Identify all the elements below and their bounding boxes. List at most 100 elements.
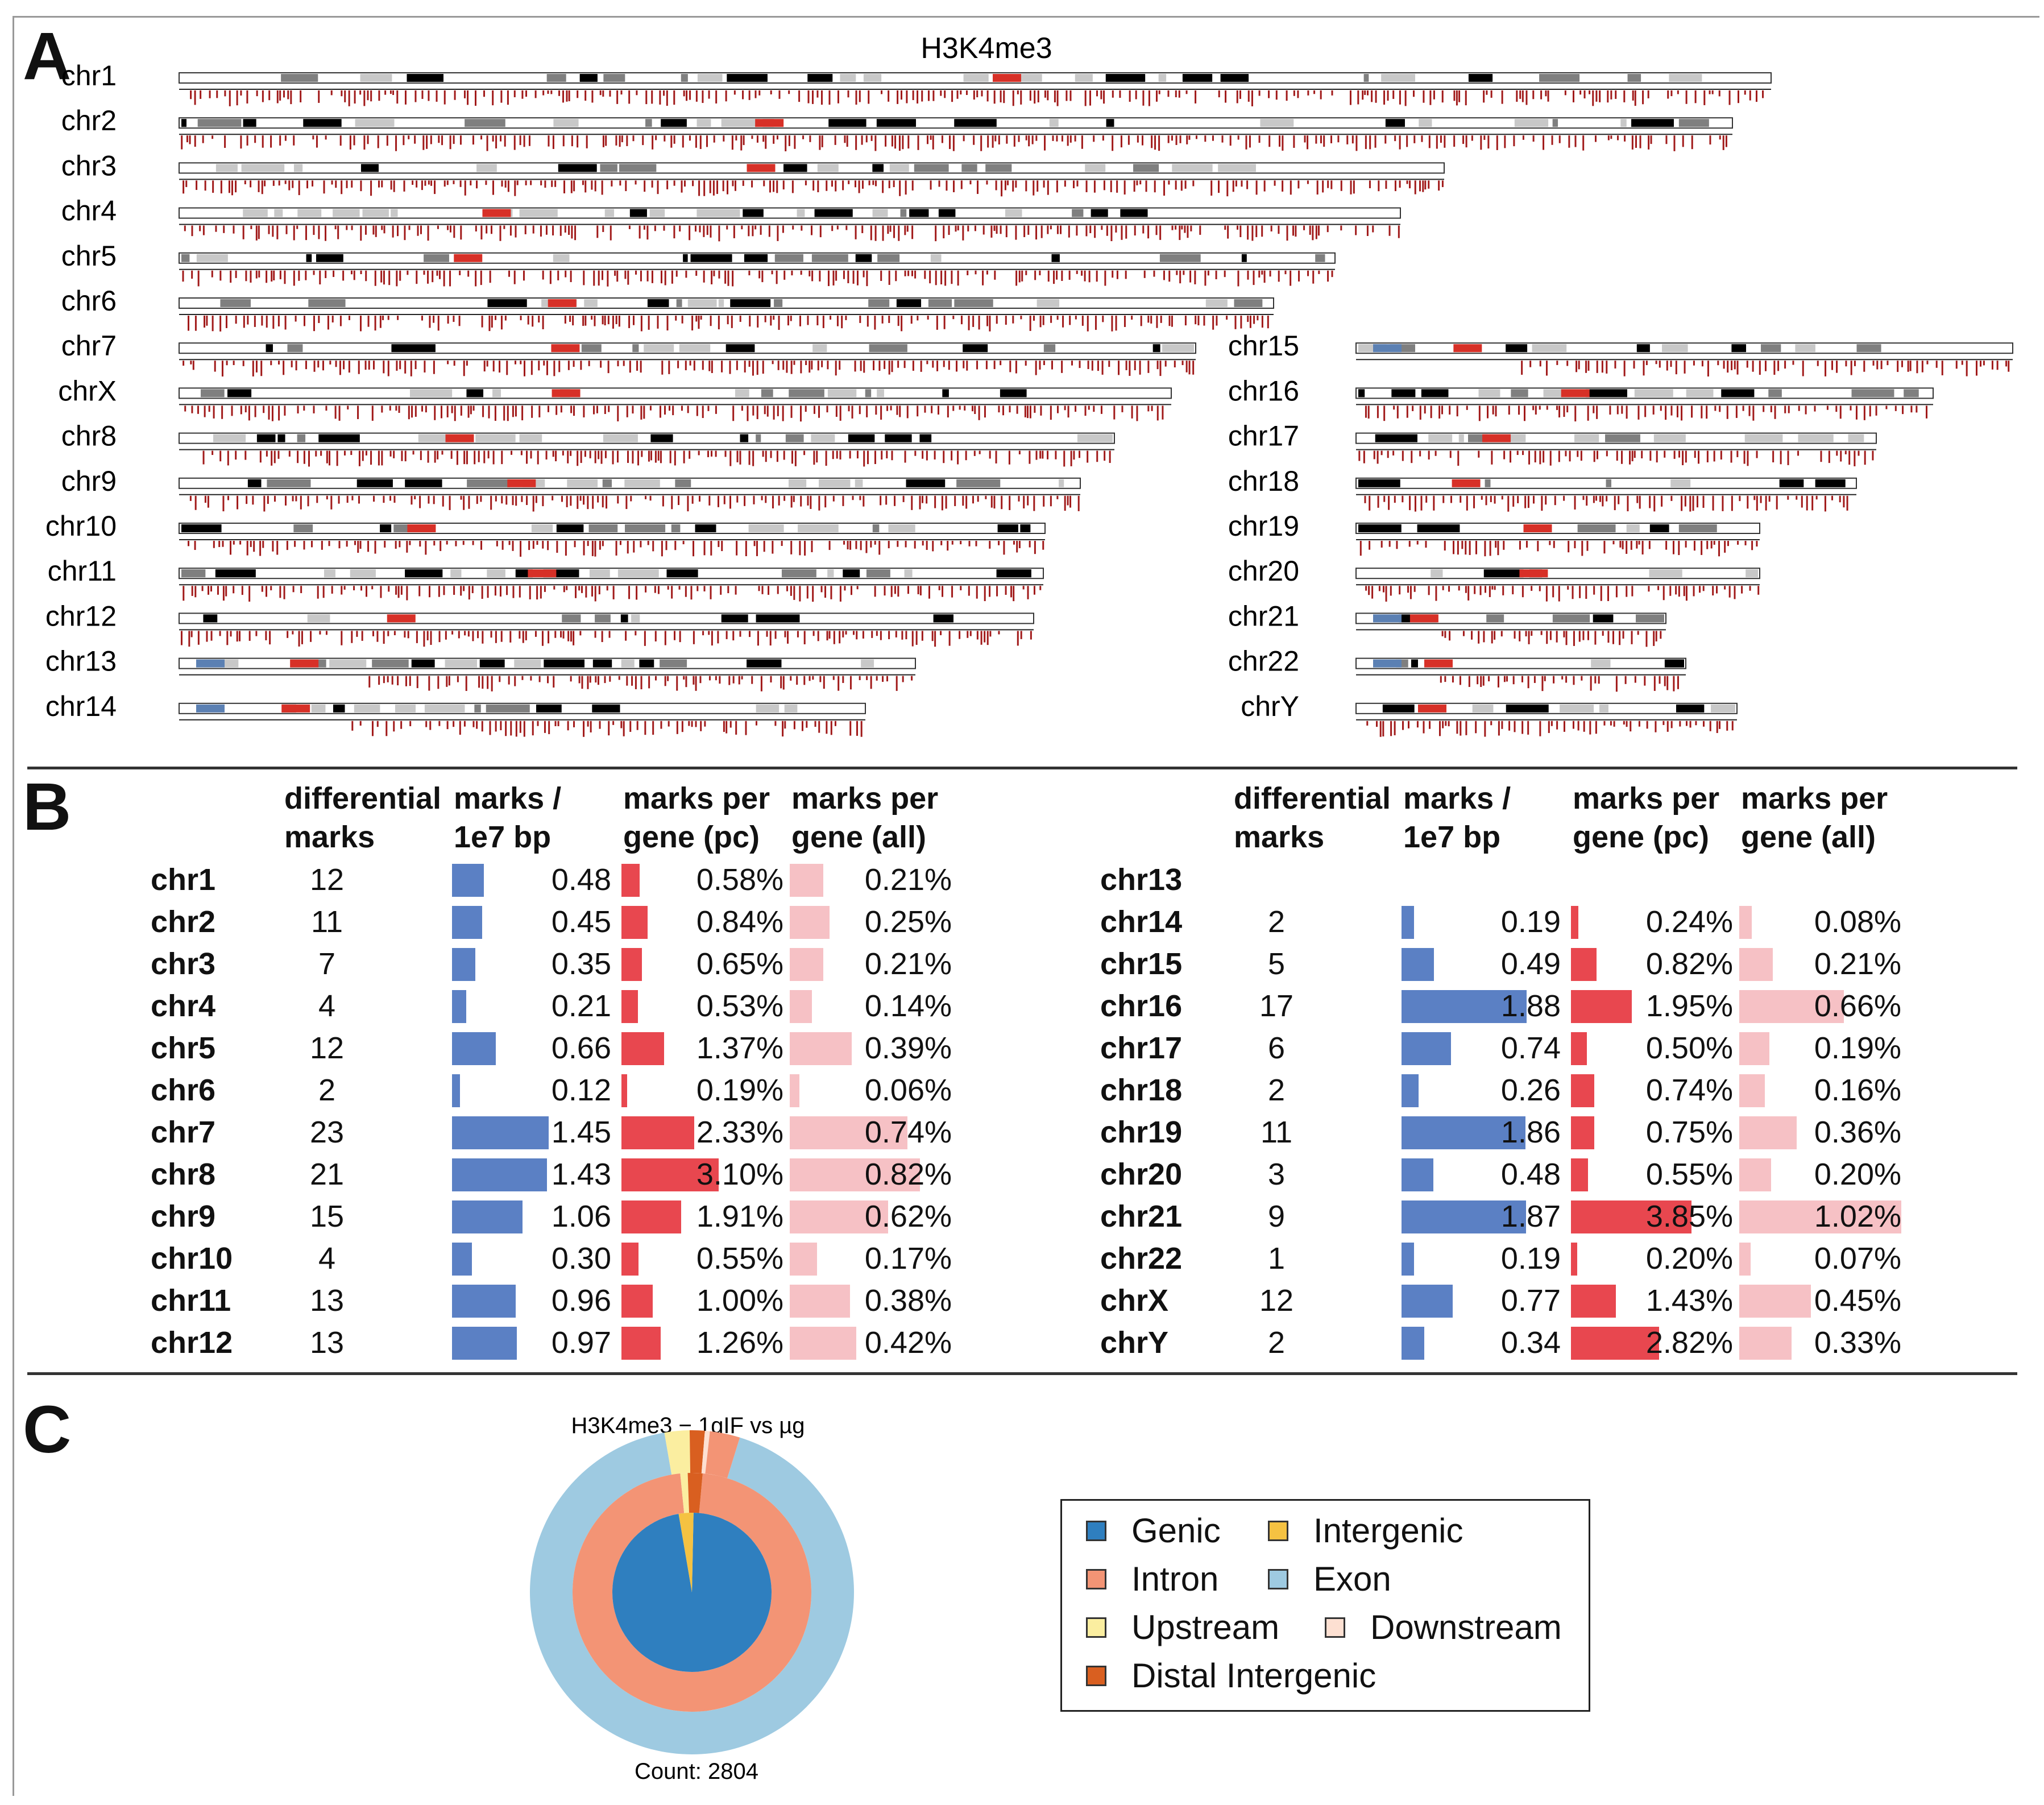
mark-tick — [1525, 90, 1528, 105]
mark-tick — [858, 180, 860, 193]
mark-tick — [739, 450, 741, 465]
mark-tick — [679, 631, 681, 643]
mark-tick — [957, 450, 959, 465]
mark-tick — [1527, 721, 1529, 735]
mark-tick — [817, 631, 819, 641]
mark-tick — [1478, 631, 1480, 644]
mark-tick — [784, 631, 786, 637]
bar-pc-chr22 — [1571, 1243, 1577, 1276]
mark-tick — [591, 90, 594, 103]
mark-tick — [651, 90, 653, 104]
chromosome-band — [1172, 164, 1213, 172]
mark-tick — [1387, 90, 1389, 101]
mark-tick — [813, 450, 815, 465]
mark-tick — [1393, 405, 1395, 410]
mark-tick — [670, 135, 673, 148]
mark-tick — [507, 405, 509, 421]
chromosome-band — [817, 164, 839, 172]
mark-tick — [760, 676, 762, 692]
mark-tick — [715, 450, 717, 457]
mark-tick — [191, 270, 193, 279]
mark-tick — [1739, 495, 1741, 502]
chromosome-band — [1798, 434, 1834, 442]
cell-per1e7-chr7: 1.45 — [551, 1115, 611, 1149]
mark-tick — [1594, 631, 1597, 645]
mark-tick — [786, 586, 789, 591]
mark-tick — [870, 541, 872, 548]
mark-tick — [1673, 450, 1676, 459]
mark-tick — [1154, 180, 1156, 193]
mark-tick — [1545, 586, 1548, 602]
mark-tick — [243, 316, 245, 328]
mark-tick — [1064, 495, 1066, 511]
mark-tick — [1991, 361, 1993, 370]
frame-top-border — [13, 16, 2039, 18]
mark-tick — [1133, 180, 1135, 192]
chromosome-band — [277, 434, 285, 442]
mark-tick — [1042, 541, 1044, 550]
mark-tick — [214, 361, 216, 372]
mark-tick — [1539, 450, 1541, 465]
chromosome-band — [1385, 119, 1405, 127]
mark-tick — [1079, 450, 1081, 458]
mark-tick — [1498, 721, 1500, 736]
mark-tick — [951, 90, 953, 102]
mark-tick — [341, 631, 343, 645]
mark-tick — [841, 316, 843, 329]
mark-tick — [1486, 90, 1488, 95]
cell-marks-chr15: 5 — [1267, 947, 1286, 981]
chromosome-band — [1779, 479, 1804, 487]
mark-tick — [262, 90, 264, 102]
mark-tick — [1175, 180, 1177, 190]
mark-tick — [1089, 90, 1092, 106]
mark-tick — [1050, 225, 1052, 230]
mark-tick — [1081, 270, 1083, 276]
mark-tick — [370, 450, 372, 465]
mark-tick — [1251, 90, 1253, 106]
mark-tick — [985, 495, 987, 499]
mark-tick — [1267, 316, 1269, 329]
mark-tick — [1072, 180, 1075, 189]
mark-tick — [790, 361, 793, 374]
mark-tick — [303, 541, 305, 550]
mark-tick — [819, 225, 822, 238]
chromosome-band — [306, 254, 312, 262]
chromosome-band — [819, 479, 851, 487]
mark-tick — [856, 586, 859, 590]
mark-tick — [1806, 495, 1808, 511]
mark-tick — [1136, 180, 1138, 185]
mark-tick — [955, 225, 957, 232]
mark-tick — [708, 361, 711, 371]
mark-tick — [1029, 450, 1031, 464]
mark-tick — [1639, 135, 1641, 148]
mark-tick — [639, 225, 641, 239]
mark-tick — [347, 405, 349, 410]
mark-tick — [1763, 405, 1765, 412]
mark-tick — [1549, 631, 1552, 640]
chromosome-band — [1485, 479, 1491, 487]
mark-tick — [1136, 405, 1138, 421]
mark-tick — [190, 90, 192, 100]
mark-tick — [711, 631, 713, 646]
mark-tick — [495, 316, 497, 320]
row-chromosome-chrY: chrY — [1100, 1326, 1169, 1360]
mark-tick — [1163, 180, 1166, 196]
mark-tick — [1466, 405, 1468, 410]
mark-tick — [262, 135, 264, 148]
mark-tick — [383, 676, 385, 684]
mark-tick — [695, 225, 697, 232]
mark-tick — [483, 90, 486, 97]
mark-tick — [860, 361, 862, 371]
mark-tick — [499, 225, 501, 241]
mark-tick — [1387, 450, 1389, 458]
mark-tick — [1622, 541, 1624, 549]
mark-tick — [874, 586, 876, 597]
mark-tick — [915, 631, 918, 645]
bar-all-chr6 — [790, 1074, 799, 1107]
mark-tick — [536, 586, 538, 600]
mark-tick — [698, 316, 700, 329]
mark-tick — [1547, 90, 1549, 102]
centromere-chr12 — [387, 614, 416, 623]
mark-tick — [1639, 495, 1641, 509]
mark-tick — [1762, 90, 1764, 98]
